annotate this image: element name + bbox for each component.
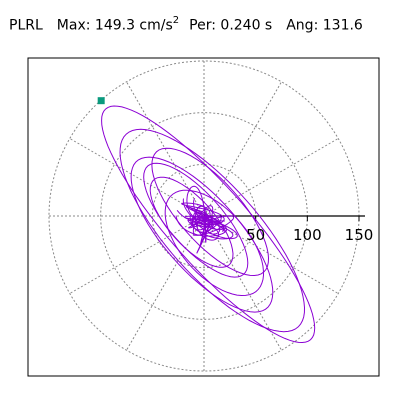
trace-segment-16 — [182, 197, 225, 231]
tick-label-150: 150 — [345, 226, 374, 244]
max-label: Max: — [56, 17, 91, 34]
ang-value: 131.6 — [322, 17, 363, 34]
trace-segment-0 — [101, 105, 316, 344]
per-label: Per: — [189, 17, 216, 34]
radial-tick-labels: 50 100 150 — [246, 226, 373, 244]
station-label: PLRL — [9, 17, 43, 34]
peak-marker — [97, 97, 105, 105]
max-value: 149.3 cm/s — [94, 17, 173, 34]
grid-spoke-30 — [203, 138, 339, 217]
tick-label-100: 100 — [293, 226, 322, 244]
ang-label: Ang: — [286, 17, 319, 34]
grid-spoke-60 — [203, 81, 282, 217]
grid-spoke-120 — [126, 81, 205, 217]
trace-segment-3 — [151, 147, 270, 277]
grid-spoke-150 — [69, 138, 205, 217]
trace-segment-10 — [176, 185, 225, 243]
per-value: 0.240 s — [220, 17, 273, 34]
grid-spoke-240 — [126, 215, 205, 351]
trace-segment-5 — [164, 189, 265, 297]
chart-header: PLRL Max: 149.3 cm/s2 Per: 0.240 s Ang: 131… — [9, 15, 363, 34]
plot-frame — [27, 57, 380, 377]
particle-motion-trace — [101, 105, 316, 344]
grid-spoke-210 — [69, 215, 205, 294]
trace-segment-6 — [149, 176, 234, 268]
tick-label-50: 50 — [246, 226, 265, 244]
trace-segment-15 — [190, 205, 220, 241]
trace-segment-1 — [119, 128, 306, 333]
max-units-exponent: 2 — [172, 15, 180, 26]
